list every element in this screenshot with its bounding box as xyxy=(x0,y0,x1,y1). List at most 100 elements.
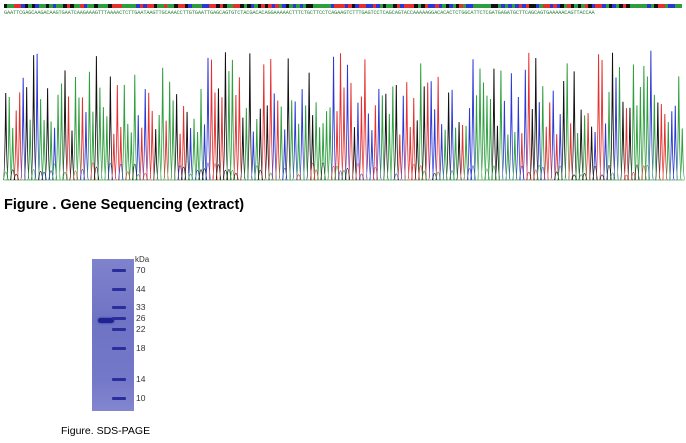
sequence-quality-cell xyxy=(216,4,220,8)
sequence-quality-cell xyxy=(431,4,436,8)
sequence-quality-cell xyxy=(563,4,568,8)
sequence-quality-cell xyxy=(94,4,99,8)
chromatogram-peak xyxy=(508,73,515,181)
ladder-band-70 xyxy=(112,269,126,272)
sequence-quality-cell xyxy=(675,4,679,8)
sequence-quality-cell xyxy=(508,4,513,8)
sequence-quality-cell xyxy=(574,4,579,8)
sequence-quality-cell xyxy=(403,4,408,8)
sequence-quality-cell xyxy=(337,4,342,8)
sequence-quality-cell xyxy=(320,4,325,8)
chromatogram-peak xyxy=(312,102,320,181)
sequence-quality-cell xyxy=(236,4,241,8)
chromatogram-peak xyxy=(65,96,72,181)
sequence-quality-cell xyxy=(483,4,488,8)
sequence-quality-cell xyxy=(529,4,533,8)
sequence-quality-cell xyxy=(223,4,227,8)
chromatogram-minor-peak xyxy=(13,173,19,181)
chromatogram-peak xyxy=(428,81,435,181)
sequence-quality-cell xyxy=(355,4,360,8)
sequence-text: GAATTCGAGCAAGACAAGTGAATCAAGAAAGTTTAAAACT… xyxy=(4,10,595,16)
sequence-quality-cell xyxy=(643,4,648,8)
chromatogram-peak xyxy=(267,58,274,181)
sequence-quality-cell xyxy=(476,4,481,8)
sequence-quality-cell xyxy=(160,4,165,8)
chromatogram-peak xyxy=(6,97,13,181)
sequence-quality-cell xyxy=(104,4,109,8)
sequence-quality-cell xyxy=(424,4,429,8)
sequence-quality-cell xyxy=(153,4,158,8)
sequence-quality-cell xyxy=(365,4,370,8)
sequence-quality-cell xyxy=(101,4,106,8)
chromatogram-peak xyxy=(337,53,344,181)
chromatogram-minor-peak xyxy=(257,169,263,181)
sequence-quality-cell xyxy=(668,4,672,8)
sequence-quality-cell xyxy=(462,4,467,8)
chromatogram-peak xyxy=(550,90,557,181)
sequence-quality-cell xyxy=(323,4,328,8)
sequence-quality-cell xyxy=(445,4,450,8)
sequence-quality-cell xyxy=(661,4,665,8)
sequence-quality-cell xyxy=(421,4,426,8)
sequence-quality-cell xyxy=(247,4,252,8)
chromatogram-peak xyxy=(417,63,424,181)
chromatogram-peak xyxy=(609,52,616,181)
chromatogram-minor-peak xyxy=(571,174,577,181)
sequence-quality-cell xyxy=(442,4,446,8)
sequence-quality-cell xyxy=(636,4,641,8)
ladder-band-26 xyxy=(112,317,126,320)
chromatogram-minor-peak xyxy=(582,173,588,181)
sequence-quality-cell xyxy=(181,4,186,8)
ladder-band-44 xyxy=(112,288,126,291)
sequence-quality-cell xyxy=(167,4,172,8)
chromatogram-minor-peak xyxy=(135,174,141,181)
sequence-quality-cell xyxy=(358,4,363,8)
sequence-quality-cell xyxy=(615,4,620,8)
sequence-quality-cell xyxy=(351,4,356,8)
chromatogram-minor-peak xyxy=(268,172,274,181)
gene-sequencing-chromatogram: GAATTCGAGCAAGACAAGTGAATCAAGAAAGTTTAAAACT… xyxy=(0,0,686,185)
chromatogram-minor-peak xyxy=(142,172,148,181)
sequence-quality-cell xyxy=(497,4,502,8)
chromatogram-peak xyxy=(86,71,93,181)
sequence-quality-cell xyxy=(400,4,405,8)
sequence-quality-cell xyxy=(456,4,460,8)
sequence-quality-cell xyxy=(316,4,321,8)
sequence-quality-cell xyxy=(396,4,401,8)
sequence-quality-cell xyxy=(257,4,262,8)
sequence-quality-cell xyxy=(97,4,102,8)
mw-label-14: 14 xyxy=(136,374,146,384)
sequence-quality-cell xyxy=(602,4,606,8)
sequence-quality-cell xyxy=(195,4,200,8)
chromatogram-peak xyxy=(598,59,606,181)
chromatogram-peak xyxy=(197,88,205,181)
sequence-quality-cell xyxy=(275,4,280,8)
sequence-quality-cell xyxy=(42,4,47,8)
sequence-quality-cell xyxy=(240,4,245,8)
sequence-quality-cell xyxy=(56,4,61,8)
sequence-quality-cell xyxy=(629,4,634,8)
sequence-quality-cell xyxy=(341,4,346,8)
sequence-quality-cell xyxy=(504,4,509,8)
chromatogram-peak xyxy=(34,53,41,181)
sequence-quality-cell xyxy=(553,4,558,8)
sequence-quality-cell xyxy=(24,4,29,8)
sequence-quality-cell xyxy=(567,4,572,8)
sequence-quality-cell xyxy=(254,4,259,8)
chromatogram-peak xyxy=(330,56,337,181)
chromatogram-peak xyxy=(107,76,114,181)
sequence-quality-cell xyxy=(59,4,64,8)
sequence-quality-cell xyxy=(49,4,54,8)
sequence-quality-cell xyxy=(480,4,485,8)
chromatogram-peak xyxy=(616,67,623,181)
figure-caption-sds-page: Figure. SDS-PAGE xyxy=(61,425,151,437)
mw-label-22: 22 xyxy=(136,324,146,334)
sequence-quality-cell xyxy=(28,4,33,8)
sequence-quality-cell xyxy=(588,4,592,8)
sequence-quality-cell xyxy=(494,4,499,8)
sequence-quality-cell xyxy=(111,4,116,8)
sequence-quality-cell xyxy=(525,4,530,8)
sequence-quality-cell xyxy=(296,4,300,8)
sequence-quality-cell xyxy=(209,4,213,8)
chromatogram-minor-peak xyxy=(599,174,605,181)
